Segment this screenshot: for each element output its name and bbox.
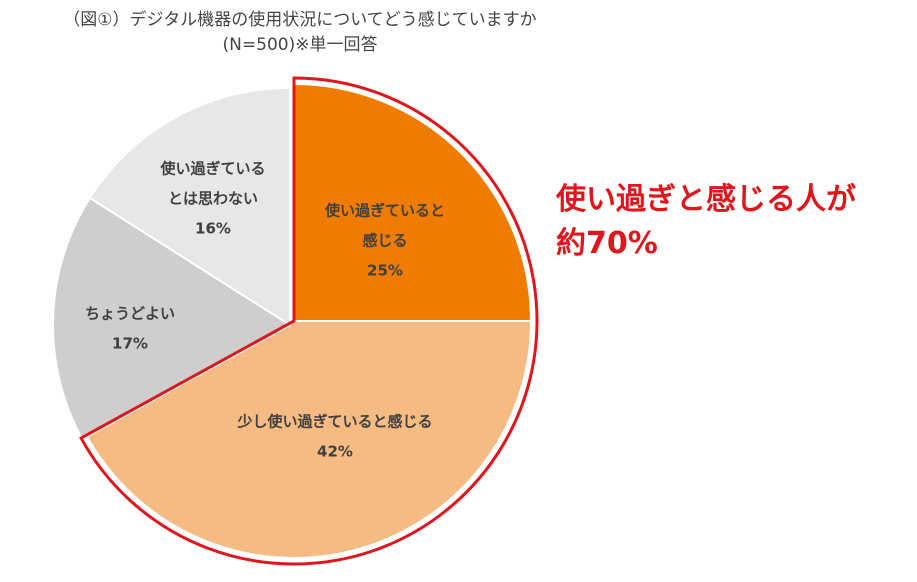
- slice-4-label: とは思わない: [168, 190, 258, 208]
- callout-line-1: 使い過ぎと感じる人が: [556, 182, 856, 217]
- slice-3-value-label: 17%: [112, 335, 148, 353]
- slice-labels: 使い過ぎていると感じる 25% 少し使い過ぎていると感じる 42% ちょうどよい 17% 使…: [85, 160, 445, 461]
- callout-line-2: 約70%: [556, 226, 658, 261]
- highlight-outline-path: [79, 76, 539, 566]
- chart-title-block: （図①）デジタル機器の使用状況についてどう感じていますか (N=500)※単一回…: [0, 8, 600, 58]
- slice-3-label: ちょうどよい: [85, 305, 175, 323]
- pie-slice-1: [293, 82, 533, 322]
- slice-1-label: 使い過ぎていると: [324, 202, 445, 220]
- pie-slice-3: [52, 196, 292, 441]
- pie-slice-4: [88, 86, 291, 327]
- slice-1-label: 感じる: [362, 232, 407, 250]
- slice-4-value-label: 16%: [195, 220, 231, 238]
- chart-title: （図①）デジタル機器の使用状況についてどう感じていますか: [63, 10, 537, 30]
- pie-slice-2: [84, 320, 533, 559]
- slice-1-value-label: 25%: [367, 262, 403, 280]
- slice-2-value-label: 42%: [317, 443, 353, 461]
- callout-annotation: 使い過ぎと感じる人が 約70%: [556, 178, 856, 266]
- highlight-outline: [79, 76, 539, 566]
- slice-2-label: 少し使い過ぎていると感じる: [236, 413, 432, 431]
- pie-slices: [52, 82, 533, 559]
- chart-subtitle: (N=500)※単一回答: [222, 35, 378, 55]
- slice-4-label: 使い過ぎている: [159, 160, 265, 178]
